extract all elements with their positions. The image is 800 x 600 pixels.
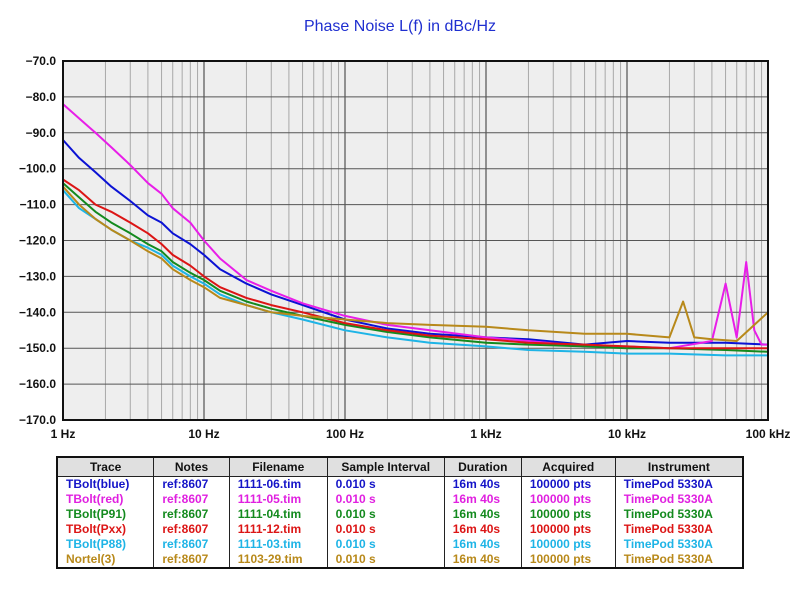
plot-border [62,60,769,421]
legend-cell-trace: Nortel(3) [66,552,116,566]
y-tick-label: −140.0 [19,305,56,319]
y-tick-label: −110.0 [20,198,57,212]
y-tick-label: −150.0 [19,341,56,355]
legend-cell-instrument: TimePod 5330A [614,507,743,522]
legend-cell-duration: 16m 40s [443,522,522,537]
legend-cell-acquired: 100000 pts [520,476,616,492]
x-tick-label: 100 Hz [326,427,364,441]
legend-cell-filename: 1111-12.tim [228,522,328,537]
legend-cell-trace: TBolt(P88) [66,537,126,551]
legend-header-5: Acquired [520,456,616,477]
legend-body: TBolt(blue) ref:8607 1111-06.tim 0.010 s 16m… [57,476,743,568]
legend-cell-sample-interval: 0.010 s [326,522,445,537]
legend-cell-acquired: 100000 pts [520,492,616,507]
legend-cell-sample-interval: 0.010 s [326,492,445,507]
legend-row: TBolt(blue) ref:8607 1111-06.tim 0.010 s 16m… [57,476,743,492]
legend-cell-duration: 16m 40s [443,552,522,568]
y-tick-label: −130.0 [19,269,56,283]
legend-cell-notes: ref:8607 [153,552,230,568]
legend-row: TBolt(P91) ref:8607 1111-04.tim 0.010 s 16m … [57,507,743,522]
legend-header-6: Instrument [614,456,744,477]
y-tick-label: −70.0 [26,54,57,68]
series-line-tbolt-pxx [62,178,768,350]
legend-cell-trace: TBolt(red) [66,492,124,506]
legend-header-4: Duration [443,456,522,477]
legend-cell-duration: 16m 40s [443,537,522,552]
y-tick-label: −100.0 [19,162,56,176]
legend-cell-acquired: 100000 pts [520,522,616,537]
series-line-tbolt-red [62,103,768,350]
legend-row: TBolt(P88) ref:8607 1111-03.tim 0.010 s 16m … [57,537,743,552]
legend-cell-sample-interval: 0.010 s [326,537,445,552]
y-tick-label: −90.0 [26,126,57,140]
legend-cell-trace: TBolt(blue) [66,477,130,491]
legend-cell-instrument: TimePod 5330A [614,537,743,552]
legend-cell-filename: 1111-03.tim [228,537,328,552]
legend-cell-notes: ref:8607 [153,522,230,537]
legend-header-0: Trace [56,456,155,477]
legend-cell-sample-interval: 0.010 s [326,552,445,568]
legend-cell-acquired: 100000 pts [520,552,616,568]
y-tick-label: −170.0 [19,413,56,427]
legend-cell-acquired: 100000 pts [520,507,616,522]
x-tick-label: 100 kHz [746,427,791,441]
legend-cell-trace: TBolt(P91) [66,507,126,521]
legend-cell-filename: 1111-06.tim [228,476,328,492]
y-tick-label: −80.0 [26,90,57,104]
legend-header-row: Trace Notes Filename Sample Interval Duratio… [56,456,744,477]
legend-table: Trace Notes Filename Sample Interval Duratio… [56,456,744,569]
legend-cell-instrument: TimePod 5330A [614,492,743,507]
legend-cell-instrument: TimePod 5330A [614,522,743,537]
series-line-tbolt-p91 [62,182,769,353]
y-tick-label: −160.0 [19,377,56,391]
legend-cell-instrument: TimePod 5330A [614,476,743,492]
legend-cell-duration: 16m 40s [443,492,522,507]
legend-cell-notes: ref:8607 [153,537,230,552]
legend-cell-duration: 16m 40s [443,507,522,522]
legend-cell-duration: 16m 40s [443,476,522,492]
legend-header-2: Filename [228,456,328,477]
legend-cell-sample-interval: 0.010 s [326,507,445,522]
x-tick-label: 1 kHz [470,427,501,441]
y-tick-label: −120.0 [19,234,56,248]
legend-cell-trace: TBolt(Pxx) [66,522,126,536]
legend-cell-instrument: TimePod 5330A [614,552,743,568]
legend-cell-sample-interval: 0.010 s [326,476,445,492]
legend-header-3: Sample Interval [326,456,445,477]
legend-cell-notes: ref:8607 [153,492,230,507]
x-tick-label: 10 kHz [608,427,646,441]
series-line-nortel-3 [62,185,769,342]
legend-row: TBolt(red) ref:8607 1111-05.tim 0.010 s 16m … [57,492,743,507]
chart-title: Phase Noise L(f) in dBc/Hz [303,18,497,35]
phase-noise-plot: −70.0 −80.0 −90.0 −100.0 −110.0 −120.0 −130.0 −… [19,54,791,441]
x-tick-label: 10 Hz [188,427,219,441]
legend-cell-filename: 1111-05.tim [228,492,328,507]
legend-row: Nortel(3) ref:8607 1103-29.tim 0.010 s 16m 4… [57,552,743,568]
legend-cell-notes: ref:8607 [153,476,230,492]
legend-cell-acquired: 100000 pts [520,537,616,552]
legend-row: TBolt(Pxx) ref:8607 1111-12.tim 0.010 s 16m … [57,522,743,537]
legend-cell-notes: ref:8607 [153,507,230,522]
legend-cell-filename: 1111-04.tim [228,507,328,522]
x-tick-label: 1 Hz [51,427,76,441]
legend-cell-filename: 1103-29.tim [228,552,328,568]
legend-header-1: Notes [153,456,230,477]
